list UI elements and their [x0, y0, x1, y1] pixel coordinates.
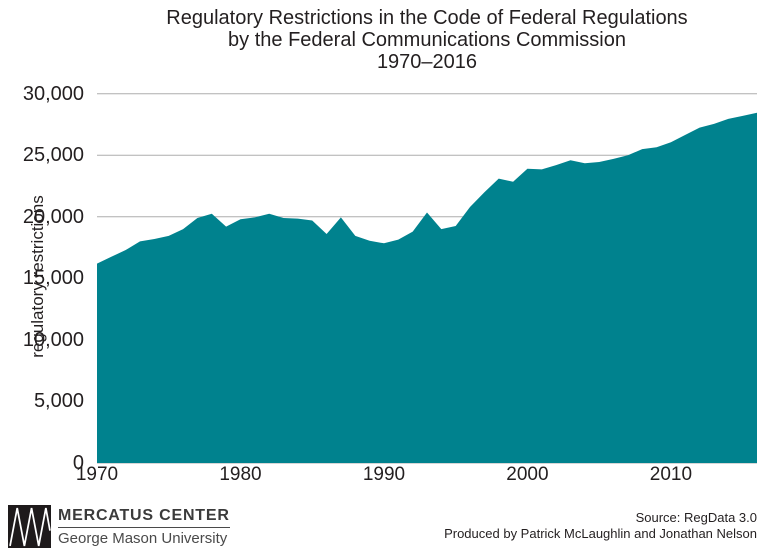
mercatus-logo: MERCATUS CENTER George Mason University: [8, 505, 230, 548]
mercatus-logo-name: MERCATUS CENTER: [58, 507, 230, 528]
source-line: Source: RegData 3.0: [635, 510, 757, 525]
chart-title-line2: by the Federal Communications Commission: [228, 29, 626, 51]
y-tick-label-30000: 30,000: [22, 82, 84, 105]
y-tick-label-0: 0: [72, 452, 84, 474]
area-chart-plot: [97, 93, 757, 464]
y-tick-label-15000: 15,000: [22, 267, 84, 290]
x-tick-label-2000: 2000: [506, 464, 549, 485]
mercatus-logo-text: MERCATUS CENTER George Mason University: [58, 507, 230, 547]
source-attribution: Source: RegData 3.0 Produced by Patrick …: [444, 510, 757, 542]
y-tick-label-10000: 10,000: [22, 328, 84, 351]
y-tick-label-25000: 25,000: [22, 144, 84, 167]
chart-title-line3: 1970–2016: [376, 51, 478, 73]
y-tick-label-5000: 5,000: [33, 390, 84, 413]
chart-title-line1: Regulatory Restrictions in the Code of F…: [166, 7, 688, 29]
regulatory-restrictions-area-series: [97, 112, 757, 464]
produced-by-line: Produced by Patrick McLaughlin and Jonat…: [444, 526, 757, 541]
x-tick-label-2010: 2010: [649, 464, 693, 485]
x-tick-label-1970: 1970: [75, 464, 119, 485]
chart-title: Regulatory Restrictions in the Code of F…: [97, 7, 757, 73]
x-tick-label-1980: 1980: [219, 464, 262, 485]
y-tick-label-20000: 20,000: [22, 205, 84, 228]
x-tick-label-1990: 1990: [362, 464, 406, 485]
mercatus-logo-icon: [8, 505, 51, 548]
mercatus-logo-subname: George Mason University: [58, 529, 228, 547]
